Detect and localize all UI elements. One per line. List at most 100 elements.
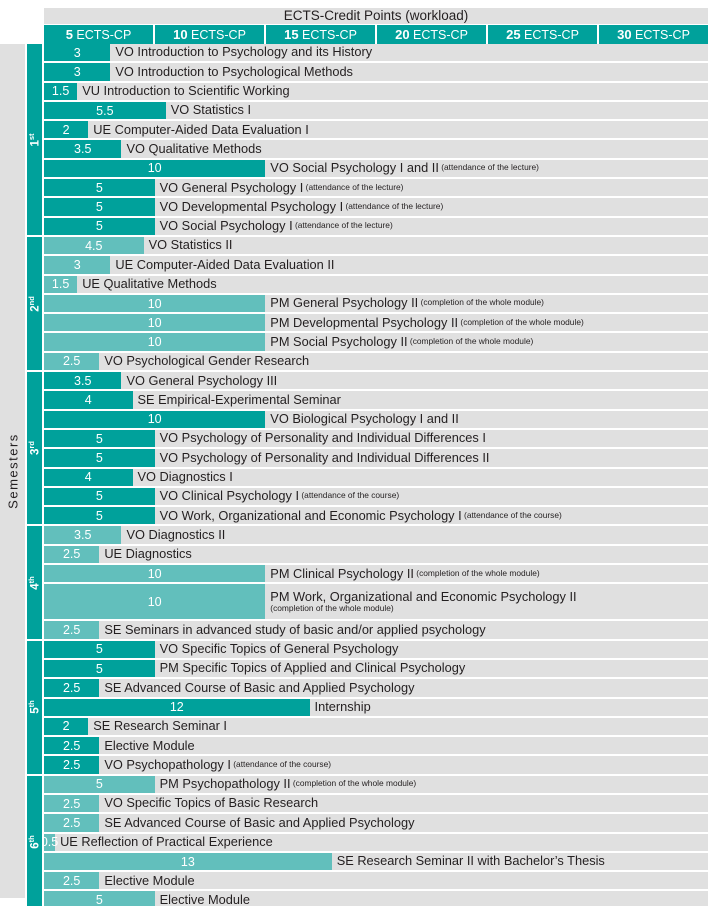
table-row[interactable]: 3.5 VO General Psychology III: [44, 372, 708, 390]
course-title: VO Psychopathology I: [104, 756, 231, 772]
ects-bar: 2.5: [44, 545, 100, 564]
course-title-line: UE Reflection of Practical Experience: [60, 834, 273, 849]
course-label: UE Qualitative Methods: [79, 276, 216, 293]
table-row[interactable]: 5 PM Psychopathology II (completion of th…: [44, 775, 708, 793]
ects-bar-value: 5: [95, 180, 103, 195]
table-row[interactable]: 5.5 VO Statistics I: [44, 101, 708, 120]
table-row[interactable]: 5 VO Developmental Psychology I (attendan…: [44, 198, 708, 216]
table-row[interactable]: 12 Internship: [44, 698, 708, 716]
course-note: (completion of the whole module): [270, 603, 394, 614]
course-title: SE Empirical-Experimental Seminar: [137, 391, 341, 407]
course-title: VO Specific Topics of Basic Research: [104, 795, 319, 811]
course-title: PM Work, Organizational and Economic Psy…: [270, 588, 577, 604]
table-row[interactable]: 5 VO Specific Topics of General Psycholog…: [44, 640, 708, 658]
table-row[interactable]: 2 UE Computer-Aided Data Evaluation I: [44, 121, 708, 139]
table-row[interactable]: 2.5 SE Advanced Course of Basic and Appli…: [44, 814, 708, 832]
course-title-line: VO Qualitative Methods: [126, 141, 261, 156]
course-label: VO Introduction to Psychological Methods: [112, 63, 353, 80]
ects-bar-value: 5: [95, 219, 103, 234]
table-row[interactable]: 3.5 VO Qualitative Methods: [44, 140, 708, 158]
ects-bar-value: 2.5: [62, 547, 81, 562]
course-label: VO Psychological Gender Research: [101, 353, 309, 370]
table-row[interactable]: 2.5 SE Seminars in advanced study of basi…: [44, 621, 708, 639]
course-label: VO Social Psychology I (attendance of th…: [157, 218, 393, 235]
table-row[interactable]: 10 VO Social Psychology I and II (attenda…: [44, 159, 708, 178]
course-title: VO General Psychology III: [126, 372, 278, 388]
table-row[interactable]: 2.5 Elective Module: [44, 737, 708, 755]
course-title-line: VO Clinical Psychology I (attendance of …: [160, 489, 400, 503]
table-row[interactable]: 13 SE Research Seminar II with Bachelor’s…: [44, 852, 708, 871]
ects-bar-value: 5: [95, 450, 103, 465]
table-row[interactable]: 10 PM Work, Organizational and Economic P…: [44, 584, 708, 620]
table-row[interactable]: 1.5 VU Introduction to Scientific Working: [44, 82, 708, 100]
table-row[interactable]: 5 PM Specific Topics of Applied and Clini…: [44, 659, 708, 678]
course-label: Elective Module: [101, 737, 194, 754]
table-row[interactable]: 10 PM General Psychology II (completion o…: [44, 294, 708, 313]
table-row[interactable]: 1.5 UE Qualitative Methods: [44, 275, 708, 293]
ects-bar-value: 5: [95, 893, 103, 906]
table-row[interactable]: 3.5 VO Diagnostics II: [44, 526, 708, 544]
table-row[interactable]: 10 VO Biological Psychology I and II: [44, 410, 708, 428]
course-label: Elective Module: [157, 891, 250, 906]
ects-bar: 2.5: [44, 814, 100, 832]
table-row[interactable]: 5 VO Psychology of Personality and Indivi…: [44, 429, 708, 448]
course-title: VO Social Psychology I and II: [270, 160, 439, 176]
course-note: (completion of the whole module): [413, 567, 540, 578]
course-label: VO Psychology of Personality and Individ…: [157, 449, 490, 466]
table-row[interactable]: 2.5 SE Advanced Course of Basic and Appli…: [44, 679, 708, 697]
ects-bar: 10: [44, 584, 266, 620]
ects-bar-value: 3.5: [74, 373, 92, 388]
table-row[interactable]: 2 SE Research Seminar I: [44, 717, 708, 736]
ects-bar: 4: [44, 468, 133, 486]
table-row[interactable]: 4.5 VO Statistics II: [44, 236, 708, 255]
table-row[interactable]: 4 SE Empirical-Experimental Seminar: [44, 391, 708, 409]
course-label: SE Research Seminar I: [90, 718, 227, 735]
semester-ordinal-suffix: th: [26, 700, 36, 708]
table-row[interactable]: 5 VO General Psychology I (attendance of …: [44, 179, 708, 197]
semester-label: 5th: [26, 700, 42, 714]
semester-block-3: 3rd: [26, 372, 42, 525]
table-row[interactable]: 3 VO Introduction to Psychology and its H…: [44, 44, 708, 62]
ects-axis-tick-unit: ECTS-CP: [520, 28, 579, 42]
ects-bar: 3: [44, 63, 111, 81]
course-title: VO Diagnostics I: [137, 469, 233, 485]
table-row[interactable]: 10 PM Clinical Psychology II (completion …: [44, 565, 708, 583]
course-title-line: VO Work, Organizational and Economic Psy…: [160, 508, 562, 523]
table-row[interactable]: 0.5 UE Reflection of Practical Experience: [44, 833, 708, 851]
course-note: (attendance of the lecture): [438, 162, 539, 173]
ects-bar-value: 13: [180, 854, 195, 869]
table-row[interactable]: 10 PM Developmental Psychology II (comple…: [44, 314, 708, 332]
table-row[interactable]: 5 Elective Module: [44, 891, 708, 906]
table-row[interactable]: 3 VO Introduction to Psychological Method…: [44, 63, 708, 81]
table-row[interactable]: 5 VO Clinical Psychology I (attendance of…: [44, 487, 708, 506]
course-title-line: VO Specific Topics of Basic Research: [104, 796, 318, 810]
ects-bar-value: 10: [147, 335, 162, 350]
table-row[interactable]: 2.5 VO Psychopathology I (attendance of t…: [44, 756, 708, 774]
course-title-line: VO Psychological Gender Research: [104, 354, 309, 368]
table-row[interactable]: 2.5 Elective Module: [44, 872, 708, 890]
table-row[interactable]: 2.5 VO Specific Topics of Basic Research: [44, 794, 708, 813]
course-title: Elective Module: [104, 737, 195, 753]
course-title: UE Qualitative Methods: [82, 276, 217, 292]
course-title: VO Introduction to Psychological Methods: [115, 63, 353, 79]
ects-bar: 5: [44, 640, 155, 658]
ects-bar: 2.5: [44, 794, 100, 813]
table-row[interactable]: 2.5 UE Diagnostics: [44, 545, 708, 564]
table-row[interactable]: 2.5 VO Psychological Gender Research: [44, 352, 708, 371]
course-label: VO Diagnostics II: [123, 526, 225, 543]
course-title: VO Psychology of Personality and Individ…: [159, 430, 486, 446]
table-row[interactable]: 5 VO Psychology of Personality and Indivi…: [44, 449, 708, 467]
table-row[interactable]: 10 PM Social Psychology II (completion of…: [44, 333, 708, 351]
table-row[interactable]: 3 UE Computer-Aided Data Evaluation II: [44, 256, 708, 274]
course-note: (completion of the whole module): [290, 778, 417, 789]
table-row[interactable]: 5 VO Work, Organizational and Economic Ps…: [44, 507, 708, 525]
course-note: (completion of the whole module): [458, 316, 584, 327]
table-row[interactable]: 5 VO Social Psychology I (attendance of t…: [44, 217, 708, 235]
ects-axis-tick-unit: ECTS-CP: [72, 28, 132, 42]
ects-bar: 5.5: [44, 101, 166, 120]
course-title-line: VO Diagnostics I: [137, 469, 233, 485]
course-note: (attendance of the lecture): [303, 181, 404, 192]
table-row[interactable]: 4 VO Diagnostics I: [44, 468, 708, 486]
course-label: VO Social Psychology I and II (attendanc…: [267, 160, 539, 177]
